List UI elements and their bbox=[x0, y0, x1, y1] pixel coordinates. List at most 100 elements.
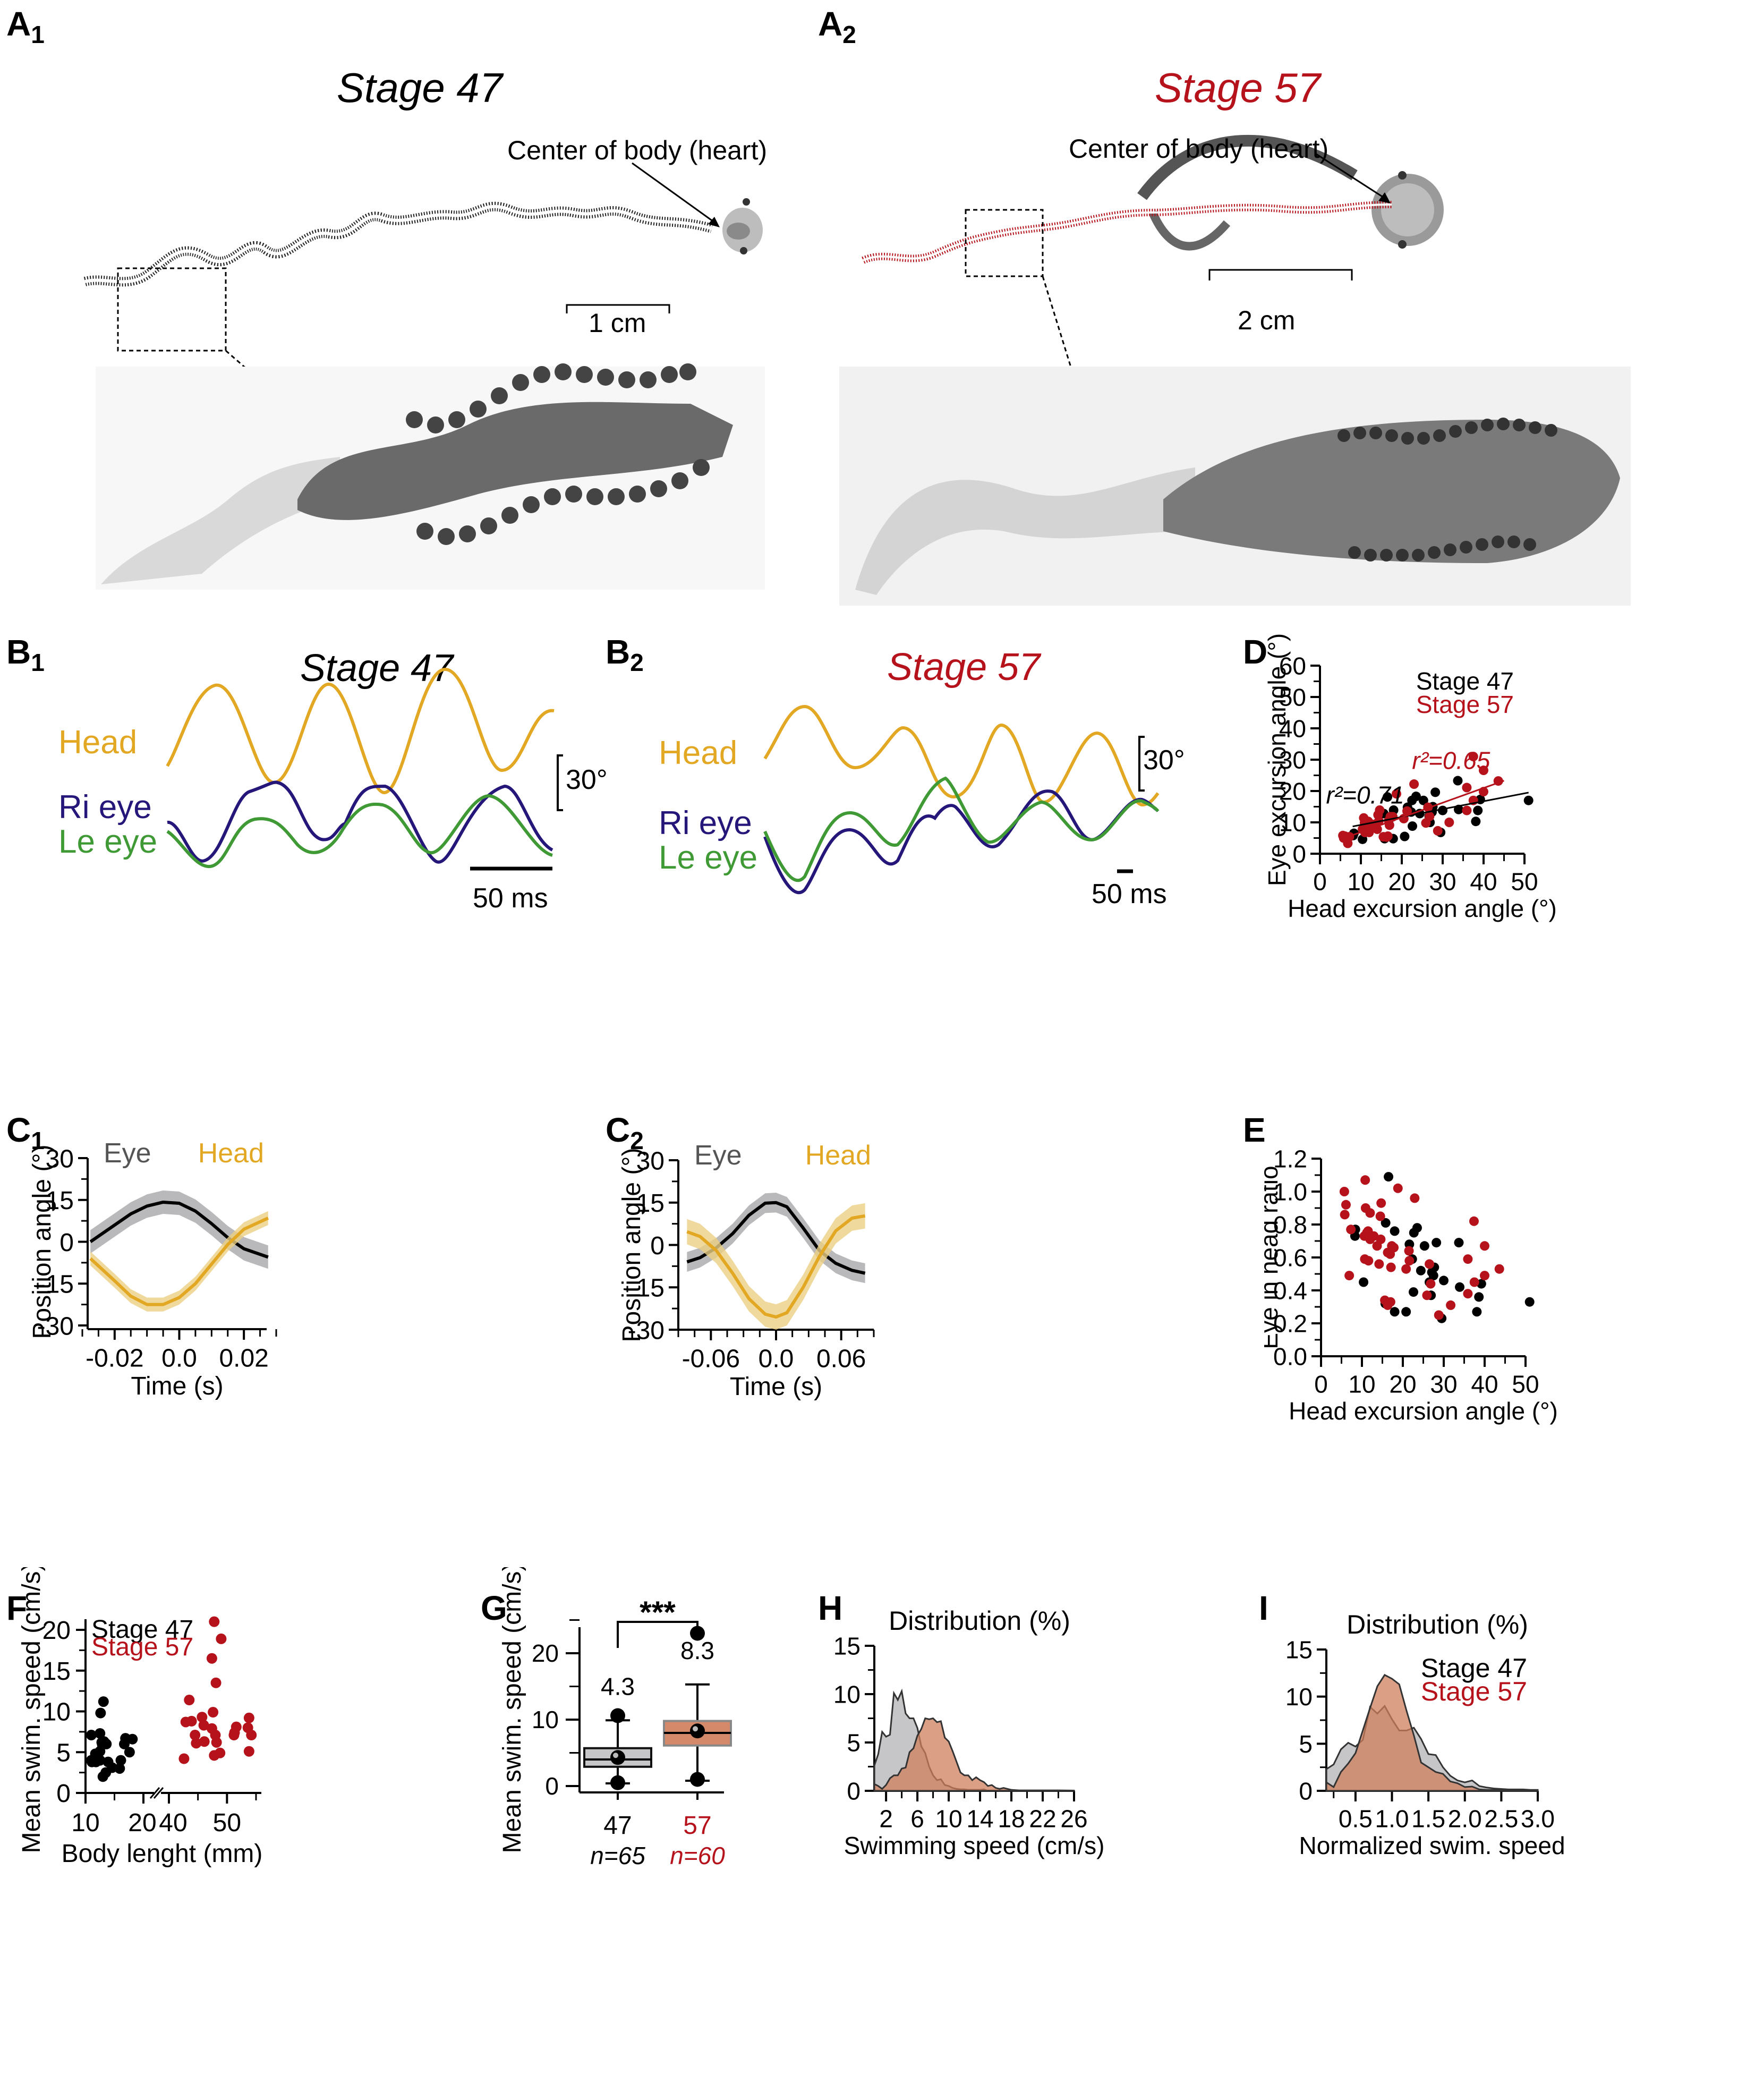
head-trace-label: Head bbox=[58, 724, 137, 761]
point-stage47 bbox=[95, 1728, 106, 1739]
panel-b1-traces: Stage 47 Head Ri eye Le eye 30° 50 ms bbox=[58, 647, 608, 914]
y-tick-label: 30 bbox=[46, 1145, 74, 1173]
y-tick-label: 40 bbox=[1279, 715, 1306, 743]
point-stage57 bbox=[210, 1677, 221, 1688]
point-stage47 bbox=[1523, 795, 1534, 805]
x-tick-label: 0.0 bbox=[759, 1345, 794, 1373]
point-stage47 bbox=[1430, 787, 1441, 797]
le-eye-trace bbox=[166, 794, 553, 869]
y-tick-label: 20 bbox=[532, 1639, 559, 1667]
r2-stage57: r²=0.65 bbox=[1412, 747, 1490, 775]
x-tick-label: 1.0 bbox=[1375, 1805, 1409, 1832]
stage57-zoomed-photo bbox=[839, 367, 1631, 606]
x-tick-label: 50 bbox=[1512, 1370, 1539, 1398]
point-stage57 bbox=[1402, 806, 1412, 816]
x-tick-label: 1.5 bbox=[1411, 1805, 1445, 1832]
mean-marker-highlight bbox=[693, 1726, 698, 1732]
legend-eye: Eye bbox=[104, 1138, 151, 1169]
point-stage47 bbox=[1454, 1238, 1464, 1248]
point-stage47 bbox=[1390, 1226, 1400, 1236]
point-stage57 bbox=[186, 1715, 197, 1727]
y-tick-label: 15 bbox=[46, 1187, 74, 1215]
y-axis-label: Mean swim. speed (cm/s) bbox=[18, 1567, 46, 1853]
panel-letter: F bbox=[6, 1589, 28, 1627]
panel-subscript: 1 bbox=[31, 20, 45, 48]
point-stage47 bbox=[1416, 1265, 1426, 1276]
x-tick-label: 26 bbox=[1060, 1805, 1087, 1832]
point-stage47 bbox=[101, 1738, 112, 1749]
point-stage57 bbox=[1344, 1271, 1354, 1281]
zoom-region-box bbox=[965, 209, 1044, 277]
panel-letter: A bbox=[6, 5, 31, 43]
point-stage57 bbox=[1391, 789, 1401, 799]
x-tick-label: 2.5 bbox=[1484, 1805, 1518, 1832]
x-tick-label: 0.02 bbox=[219, 1344, 268, 1372]
scalebar-1cm bbox=[566, 304, 670, 313]
y-tick-label: 10 bbox=[833, 1681, 861, 1708]
category-label: 47 bbox=[603, 1812, 632, 1840]
y-tick-label: 1.2 bbox=[1273, 1145, 1307, 1173]
y-tick-label: -15 bbox=[628, 1274, 664, 1303]
x-tick-label: 10 bbox=[1347, 868, 1374, 895]
point-stage57 bbox=[211, 1737, 222, 1748]
point-stage47 bbox=[1524, 1297, 1535, 1307]
y-tick-label: 0.8 bbox=[1273, 1211, 1307, 1239]
x-tick-label: 40 bbox=[1470, 868, 1497, 895]
y-tick-label: -15 bbox=[37, 1271, 74, 1299]
legend-stage47: Stage 47 bbox=[1421, 1653, 1527, 1683]
r2-stage47: r²=0.71 bbox=[1326, 781, 1404, 809]
eye-sem-band bbox=[90, 1190, 268, 1269]
y-tick-label: 0 bbox=[545, 1772, 559, 1800]
point-stage47 bbox=[1381, 1218, 1391, 1228]
y-axis-label: Eye excursion angle (°) bbox=[1264, 633, 1291, 886]
panel-label-c1: C1 bbox=[6, 1110, 45, 1155]
significance-bracket bbox=[617, 1621, 698, 1648]
x-axis-label: Head excursion angle (°) bbox=[1289, 1397, 1558, 1425]
panel-label-b1: B1 bbox=[6, 632, 45, 677]
point-stage57 bbox=[1393, 1183, 1403, 1193]
n-label: n=60 bbox=[670, 1842, 725, 1869]
y-tick-label: 15 bbox=[42, 1657, 71, 1686]
x-tick-label: 2 bbox=[879, 1805, 893, 1832]
point-stage57 bbox=[197, 1712, 208, 1723]
panel-letter: B bbox=[606, 633, 631, 671]
y-axis-label: Mean swim. speed (cm/s) bbox=[498, 1567, 526, 1853]
point-stage47 bbox=[1408, 821, 1418, 831]
scalebar-2cm-label: 2 cm bbox=[1238, 305, 1295, 335]
panel-subscript: 2 bbox=[842, 20, 856, 48]
y-tick-label: 0 bbox=[1292, 840, 1306, 868]
point-stage57 bbox=[1404, 1256, 1415, 1266]
point-stage47 bbox=[115, 1755, 126, 1766]
point-stage57 bbox=[1446, 1300, 1456, 1310]
point-stage47 bbox=[1455, 1282, 1465, 1292]
panel-subscript: 2 bbox=[630, 1126, 644, 1154]
fit-line-stage47 bbox=[1352, 792, 1529, 828]
mean-value-label: 8.3 bbox=[680, 1637, 714, 1664]
le-eye-trace-label: Le eye bbox=[58, 823, 157, 860]
point-stage47 bbox=[1439, 1276, 1449, 1286]
point-stage57 bbox=[1404, 1246, 1414, 1256]
mean-marker bbox=[690, 1723, 705, 1739]
point-stage47 bbox=[1474, 1292, 1484, 1302]
x-tick-label: 14 bbox=[966, 1805, 993, 1832]
vertical-scalebar-30deg bbox=[1138, 736, 1145, 792]
scalebar-2cm bbox=[1208, 269, 1353, 280]
panel-a1-title: Stage 47 bbox=[336, 64, 503, 111]
point-stage57 bbox=[190, 1730, 201, 1741]
point-stage47 bbox=[95, 1707, 106, 1719]
legend-eye: Eye bbox=[694, 1140, 742, 1171]
panel-label-a1: A1 bbox=[6, 4, 45, 49]
heart-pointer-arrow bbox=[632, 162, 718, 225]
point-stage57 bbox=[1469, 1277, 1479, 1287]
point-stage57 bbox=[1480, 1241, 1489, 1251]
point-stage57 bbox=[1463, 1254, 1473, 1264]
head-mean-line bbox=[686, 1214, 866, 1319]
panel-label-i: I bbox=[1259, 1588, 1268, 1628]
point-stage47 bbox=[1428, 1271, 1438, 1281]
x-tick-label: 6 bbox=[910, 1805, 924, 1832]
outlier-point bbox=[610, 1708, 625, 1723]
point-stage47 bbox=[1419, 1241, 1429, 1251]
